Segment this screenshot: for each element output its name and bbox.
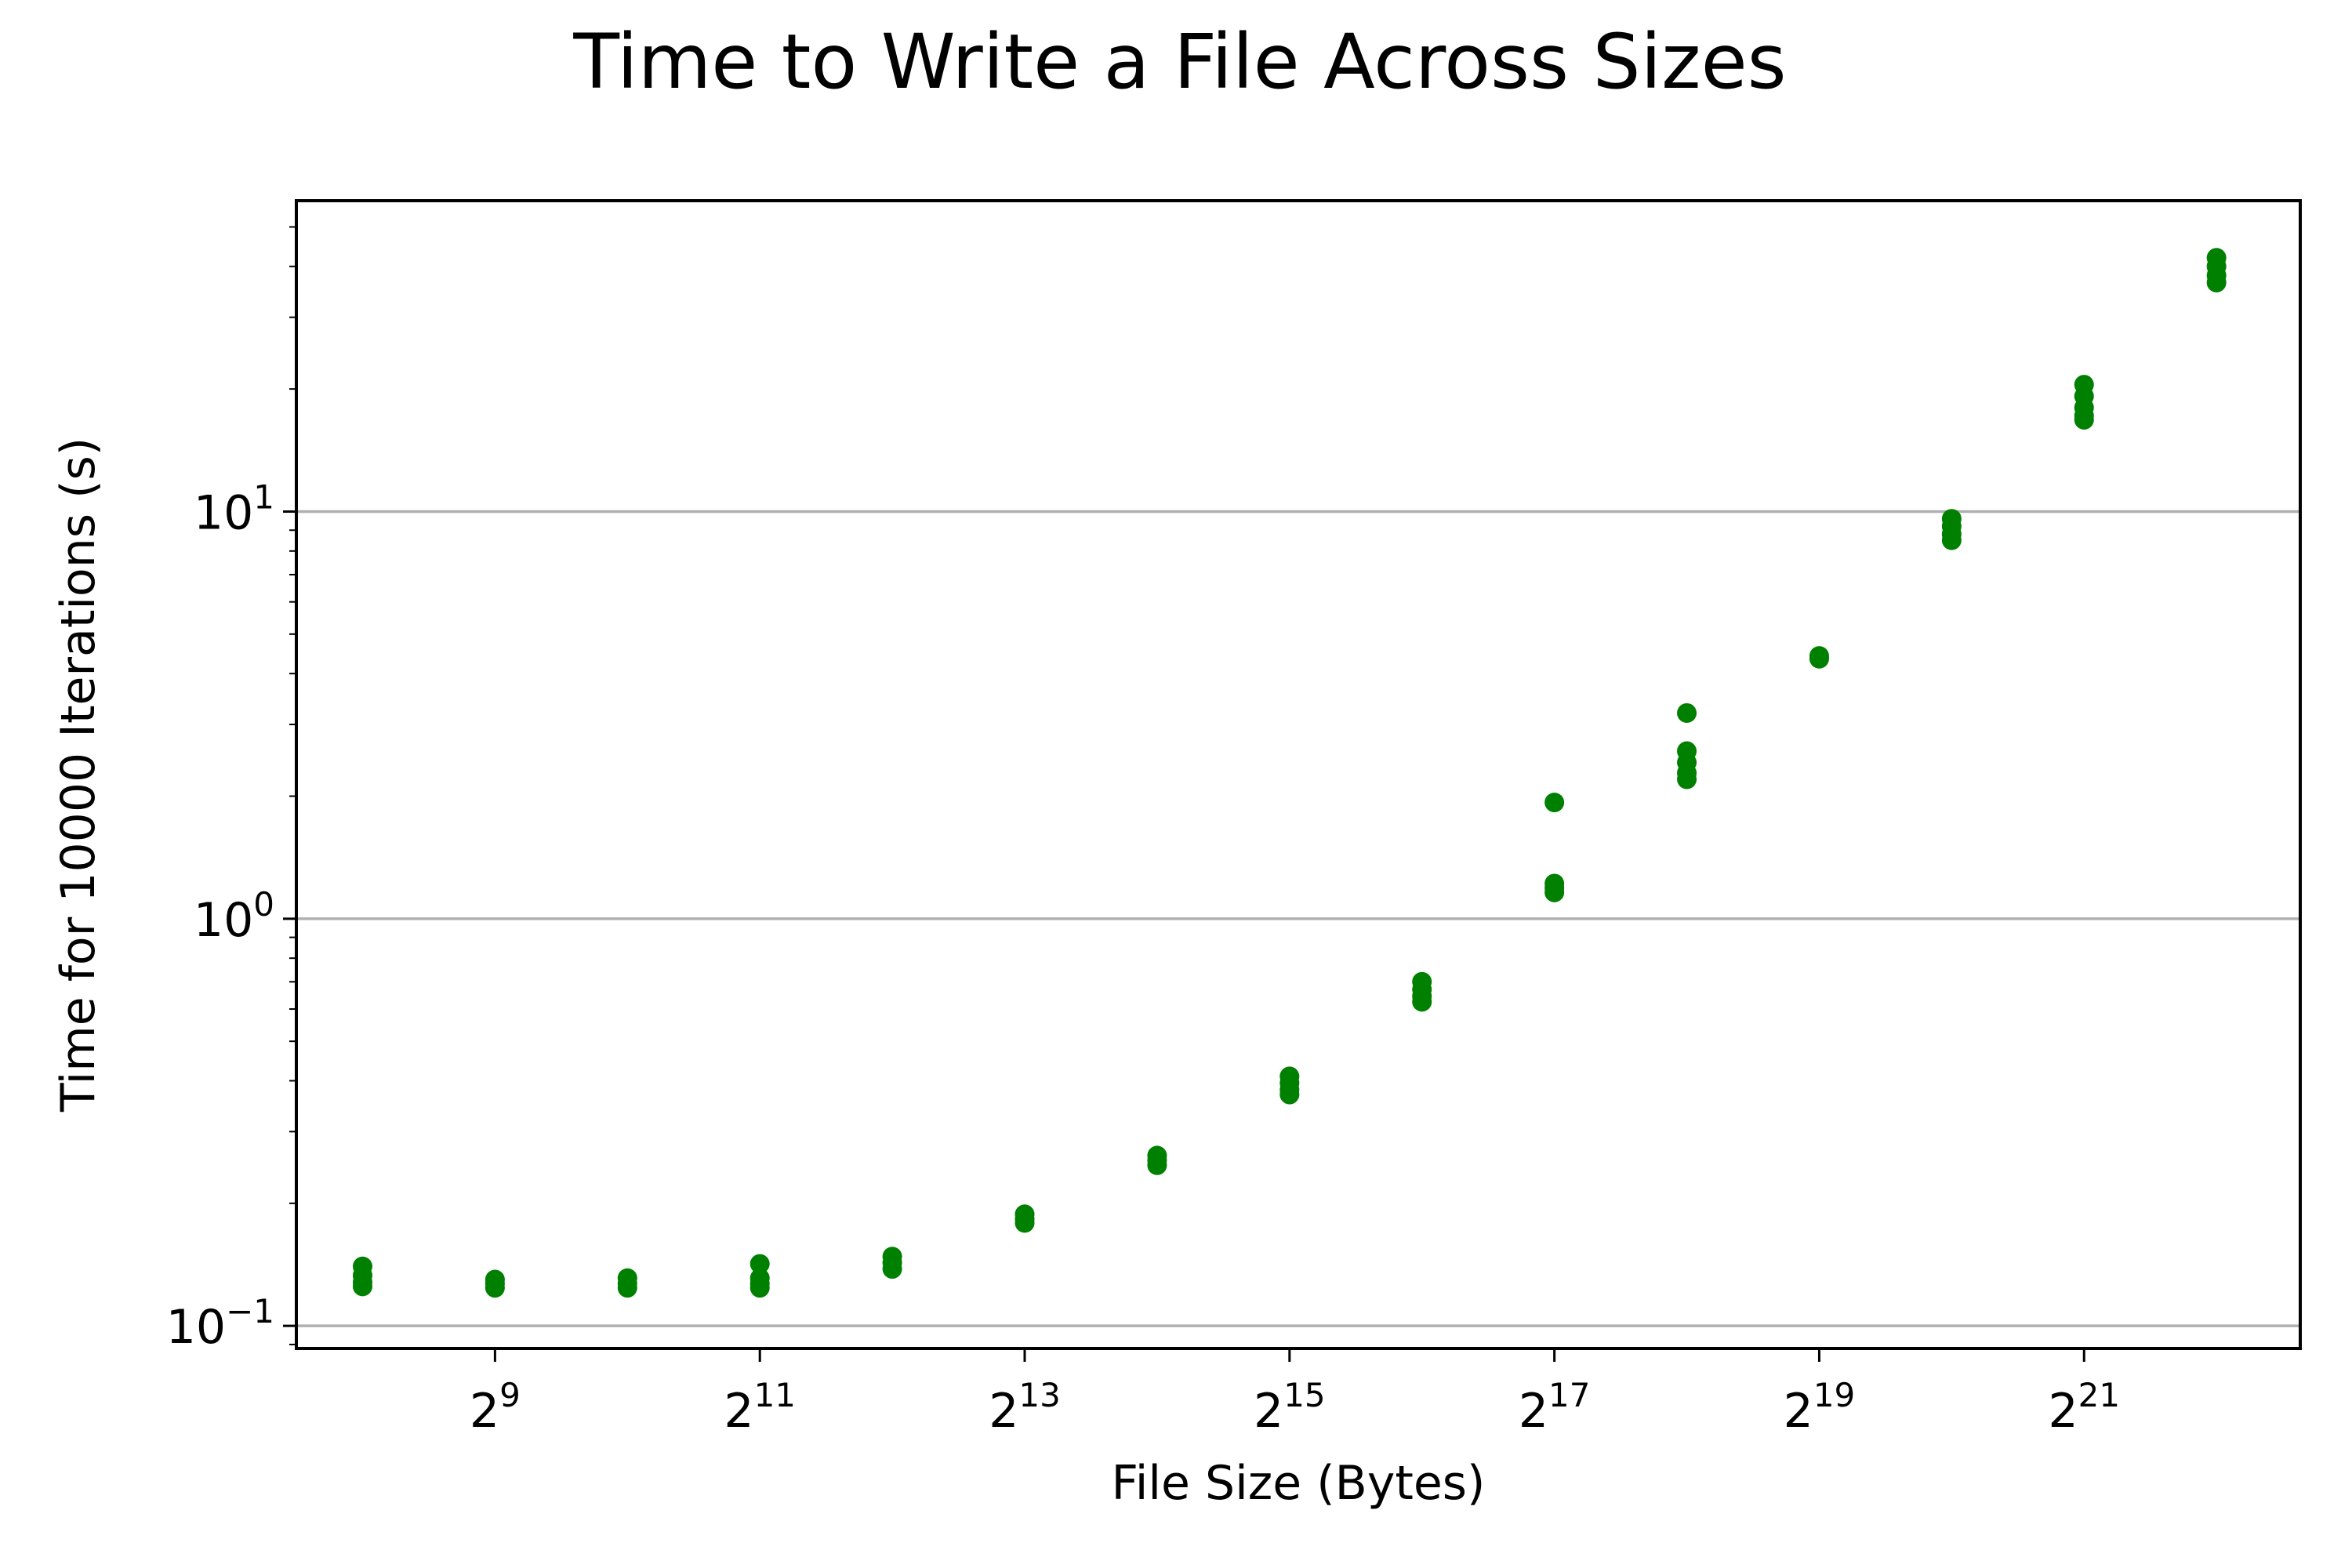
data-point-0-26 bbox=[1279, 1084, 1300, 1105]
data-point-0-22 bbox=[1147, 1155, 1167, 1175]
y-axis-label: Time for 10000 Iterations (s) bbox=[51, 437, 106, 1112]
x-tick-label-6: 221 bbox=[2048, 1376, 2120, 1439]
x-tick-label-3: 215 bbox=[1254, 1376, 1326, 1439]
data-points bbox=[352, 248, 2227, 1298]
data-point-0-9 bbox=[617, 1278, 637, 1298]
x-tick-label-0: 29 bbox=[470, 1376, 521, 1439]
x-tick-label-2: 213 bbox=[989, 1376, 1061, 1439]
data-point-0-10 bbox=[750, 1254, 770, 1274]
data-point-0-19 bbox=[1014, 1213, 1035, 1233]
x-axis-label: File Size (Bytes) bbox=[1112, 1456, 1486, 1511]
data-point-0-31 bbox=[1544, 793, 1565, 813]
x-axis-ticks: 29 211 213 215 217 219 221 bbox=[470, 1348, 2120, 1439]
data-point-0-3 bbox=[352, 1276, 372, 1297]
plot-frame bbox=[295, 199, 2302, 1350]
y-tick-label-2: 101 bbox=[194, 477, 274, 540]
x-tick-label-1: 211 bbox=[724, 1376, 796, 1439]
x-tick-label-5: 219 bbox=[1784, 1376, 1856, 1439]
data-point-0-35 bbox=[1677, 702, 1697, 723]
data-point-0-6 bbox=[485, 1278, 505, 1298]
y-tick-label-0: 10−1 bbox=[166, 1292, 274, 1355]
chart-title: Time to Write a File Across Sizes bbox=[572, 18, 1786, 106]
y-axis-ticks: 10−1 100 101 bbox=[166, 226, 296, 1355]
data-point-0-16 bbox=[882, 1259, 902, 1279]
data-point-0-13 bbox=[750, 1278, 770, 1298]
data-point-0-54 bbox=[2206, 272, 2227, 292]
data-point-0-41 bbox=[1809, 648, 1829, 669]
data-point-0-34 bbox=[1544, 882, 1565, 902]
data-point-0-45 bbox=[1941, 530, 1962, 550]
data-point-0-50 bbox=[2074, 409, 2094, 430]
y-tick-label-1: 100 bbox=[194, 885, 274, 948]
x-tick-label-4: 217 bbox=[1519, 1376, 1591, 1439]
data-point-0-30 bbox=[1412, 992, 1432, 1012]
data-point-0-39 bbox=[1677, 769, 1697, 789]
grid-lines bbox=[296, 510, 2300, 1327]
